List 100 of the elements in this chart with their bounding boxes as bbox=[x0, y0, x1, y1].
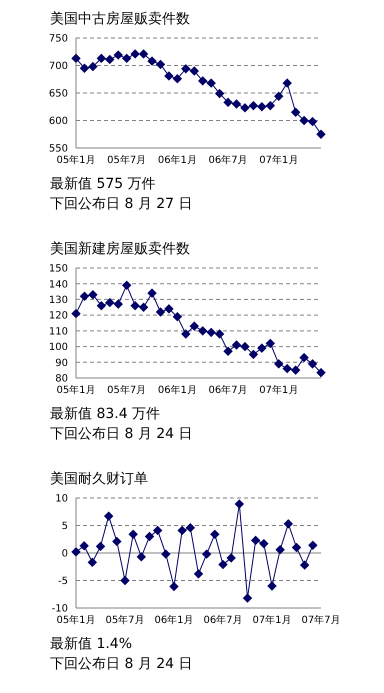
point bbox=[215, 89, 224, 98]
point bbox=[114, 300, 123, 309]
text: 最新值 1.4% bbox=[50, 635, 134, 654]
point bbox=[72, 54, 80, 63]
point bbox=[153, 526, 162, 535]
y-tick-label: 80 bbox=[55, 374, 68, 385]
point bbox=[268, 582, 276, 590]
point bbox=[194, 569, 203, 578]
point bbox=[257, 344, 266, 353]
point bbox=[300, 560, 310, 570]
point bbox=[274, 92, 284, 101]
point bbox=[88, 558, 97, 567]
point bbox=[96, 54, 106, 63]
point bbox=[130, 301, 140, 310]
point bbox=[80, 292, 89, 301]
point bbox=[178, 526, 187, 535]
point bbox=[259, 539, 268, 548]
text: 最新值 83.4 万件 bbox=[50, 405, 162, 424]
point bbox=[156, 308, 165, 316]
point bbox=[202, 550, 212, 559]
point bbox=[232, 100, 242, 108]
point bbox=[266, 101, 275, 110]
point bbox=[308, 117, 318, 126]
x-tick-label: 05年1月 bbox=[56, 614, 96, 626]
point bbox=[112, 536, 122, 546]
y-tick-label: 100 bbox=[48, 342, 68, 354]
y-tick-label: 10 bbox=[55, 494, 68, 505]
point bbox=[218, 560, 228, 570]
point bbox=[148, 56, 157, 66]
y-tick-label: 5 bbox=[62, 521, 68, 532]
point bbox=[248, 350, 258, 359]
point bbox=[145, 532, 154, 541]
point bbox=[316, 368, 326, 378]
x-tick-label: 07年7月 bbox=[301, 614, 341, 626]
point bbox=[291, 366, 300, 375]
y-tick-label: 90 bbox=[55, 358, 68, 369]
point bbox=[122, 280, 132, 290]
point bbox=[96, 301, 106, 310]
x-tick-label: 06年7月 bbox=[203, 614, 243, 626]
x-tick-label: 07年1月 bbox=[259, 154, 298, 166]
point bbox=[240, 342, 250, 352]
point bbox=[226, 553, 236, 562]
point bbox=[181, 64, 190, 74]
point bbox=[257, 102, 266, 112]
point bbox=[316, 130, 326, 139]
point bbox=[72, 547, 80, 556]
point bbox=[139, 302, 148, 312]
point bbox=[122, 54, 132, 63]
point bbox=[88, 62, 98, 72]
x-tick-label: 06年1月 bbox=[158, 154, 197, 166]
point bbox=[120, 576, 130, 585]
point bbox=[284, 519, 293, 528]
point bbox=[251, 536, 260, 545]
text: 下回公布日 8 月 24 日 bbox=[50, 655, 194, 674]
x-tick-label: 06年7月 bbox=[208, 384, 248, 396]
point bbox=[224, 346, 233, 356]
point bbox=[104, 512, 114, 521]
point bbox=[136, 552, 146, 562]
point bbox=[292, 543, 301, 552]
x-tick-label: 05年1月 bbox=[56, 384, 96, 396]
point bbox=[170, 582, 178, 592]
y-tick-label: 120 bbox=[48, 310, 68, 322]
point bbox=[128, 530, 138, 539]
point bbox=[190, 322, 199, 331]
point bbox=[88, 290, 98, 300]
y-tick-label: 550 bbox=[48, 144, 68, 155]
point bbox=[186, 523, 195, 532]
y-tick-label: 750 bbox=[48, 34, 68, 45]
y-tick-label: -10 bbox=[52, 604, 68, 615]
y-tick-label: 650 bbox=[48, 88, 68, 100]
x-tick-label: 06年7月 bbox=[208, 154, 248, 166]
x-tick-label: 07年1月 bbox=[259, 384, 298, 396]
y-tick-label: 130 bbox=[48, 294, 68, 306]
chart-title: 美国新建房屋贩卖件数 bbox=[49, 240, 191, 259]
point bbox=[148, 288, 157, 298]
point bbox=[234, 500, 244, 509]
point bbox=[72, 309, 80, 318]
point bbox=[80, 64, 89, 73]
point bbox=[224, 98, 233, 107]
point bbox=[300, 116, 309, 125]
point bbox=[181, 330, 190, 338]
x-tick-label: 06年1月 bbox=[158, 384, 197, 396]
y-tick-label: 150 bbox=[48, 264, 68, 275]
x-tick-label: 05年7月 bbox=[105, 614, 145, 626]
point bbox=[291, 108, 300, 117]
point bbox=[206, 328, 216, 337]
text: 最新值 575 万件 bbox=[50, 175, 157, 194]
y-tick-label: 110 bbox=[48, 326, 68, 338]
point bbox=[243, 594, 252, 603]
y-tick-label: 600 bbox=[48, 116, 68, 128]
point bbox=[198, 326, 208, 336]
point bbox=[210, 530, 220, 539]
point bbox=[198, 76, 208, 86]
point bbox=[96, 542, 105, 551]
x-tick-label: 07年1月 bbox=[252, 614, 292, 626]
point bbox=[215, 330, 224, 338]
chart-title: 美国耐久财订单 bbox=[49, 470, 149, 489]
point bbox=[80, 541, 89, 550]
y-tick-label: -5 bbox=[58, 576, 68, 588]
x-tick-label: 05年7月 bbox=[107, 154, 146, 166]
